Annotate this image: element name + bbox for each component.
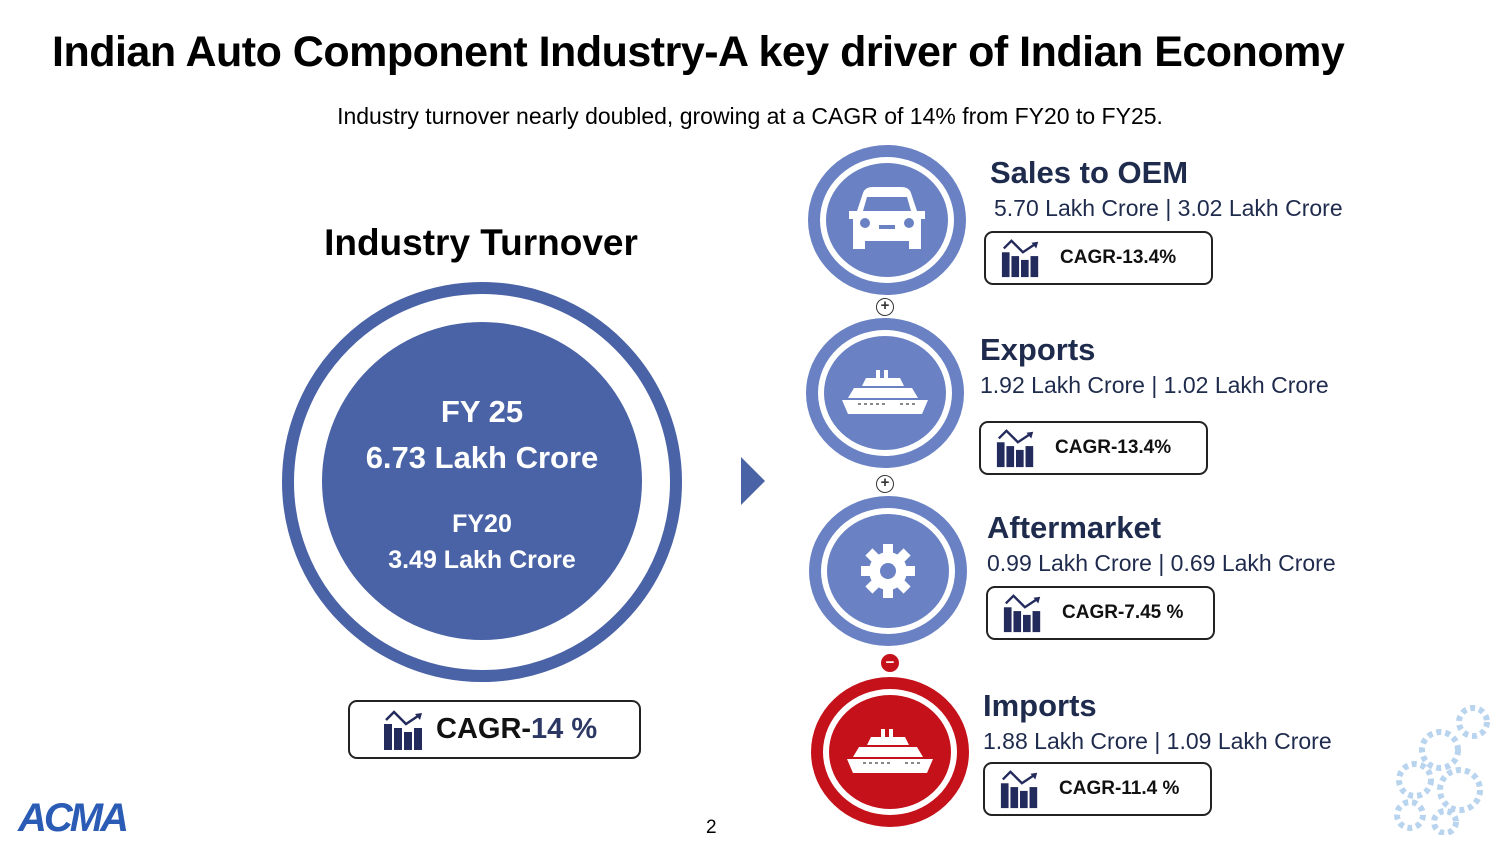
exports-circle (806, 318, 964, 468)
car-icon (849, 187, 925, 249)
growth-chart-icon (1000, 770, 1038, 809)
cagr-label: CAGR-13.4% (1060, 247, 1177, 268)
aftermarket-values: 0.99 Lakh Crore | 0.69 Lakh Crore (987, 550, 1336, 576)
aftermarket-circle (809, 496, 967, 646)
cagr-label: CAGR-11.4 % (1059, 778, 1180, 799)
imports-circle (811, 677, 969, 827)
sales-oem-values: 5.70 Lakh Crore | 3.02 Lakh Crore (994, 195, 1343, 221)
exports-values: 1.92 Lakh Crore | 1.02 Lakh Crore (980, 372, 1329, 398)
aftermarket-title: Aftermarket (987, 510, 1162, 545)
fy20-value: 3.49 Lakh Crore (388, 546, 576, 574)
imports-values: 1.88 Lakh Crore | 1.09 Lakh Crore (983, 728, 1332, 754)
fy25-label: FY 25 (440, 394, 524, 429)
aftermarket-cagr-box: CAGR-7.45 % (986, 586, 1215, 640)
turnover-heading: Industry Turnover (324, 222, 638, 263)
growth-chart-icon (384, 709, 422, 750)
gears-decoration-icon (1394, 705, 1490, 835)
exports-cagr-box: CAGR-13.4% (979, 421, 1208, 475)
imports-cagr-box: CAGR-11.4 % (983, 762, 1212, 816)
exports-title: Exports (980, 332, 1096, 367)
sales-oem-cagr-box: CAGR-13.4% (984, 231, 1213, 285)
growth-chart-icon (1001, 239, 1039, 278)
minus-icon: − (881, 654, 899, 672)
sales-oem-title: Sales to OEM (990, 155, 1189, 190)
acma-logo: ACMA (18, 796, 129, 840)
plus-icon: + (876, 475, 894, 493)
turnover-cagr-label: CAGR-14 % (436, 713, 597, 746)
cagr-label: CAGR-7.45 % (1062, 602, 1184, 623)
growth-chart-icon (996, 429, 1034, 468)
cagr-value: 14 % (531, 713, 598, 745)
fy25-value: 6.73 Lakh Crore (365, 440, 599, 475)
ship-icon (842, 370, 928, 414)
ship-icon (847, 729, 933, 773)
arrow-right-icon (741, 457, 765, 505)
page-number: 2 (706, 817, 717, 838)
plus-icon: + (876, 298, 894, 316)
subtitle: Industry turnover nearly doubled, growin… (337, 103, 1163, 129)
turnover-cagr-box: CAGR-14 % (348, 700, 641, 759)
page-title: Indian Auto Component Industry-A key dri… (52, 28, 1345, 76)
turnover-circle: FY 25 6.73 Lakh Crore FY20 3.49 Lakh Cro… (322, 322, 642, 640)
cagr-prefix: CAGR- (436, 713, 532, 745)
imports-title: Imports (983, 688, 1097, 723)
gear-icon (861, 544, 915, 598)
sales-oem-circle (808, 145, 966, 295)
fy20-label: FY20 (452, 510, 512, 538)
growth-chart-icon (1003, 594, 1041, 633)
cagr-label: CAGR-13.4% (1055, 437, 1172, 458)
